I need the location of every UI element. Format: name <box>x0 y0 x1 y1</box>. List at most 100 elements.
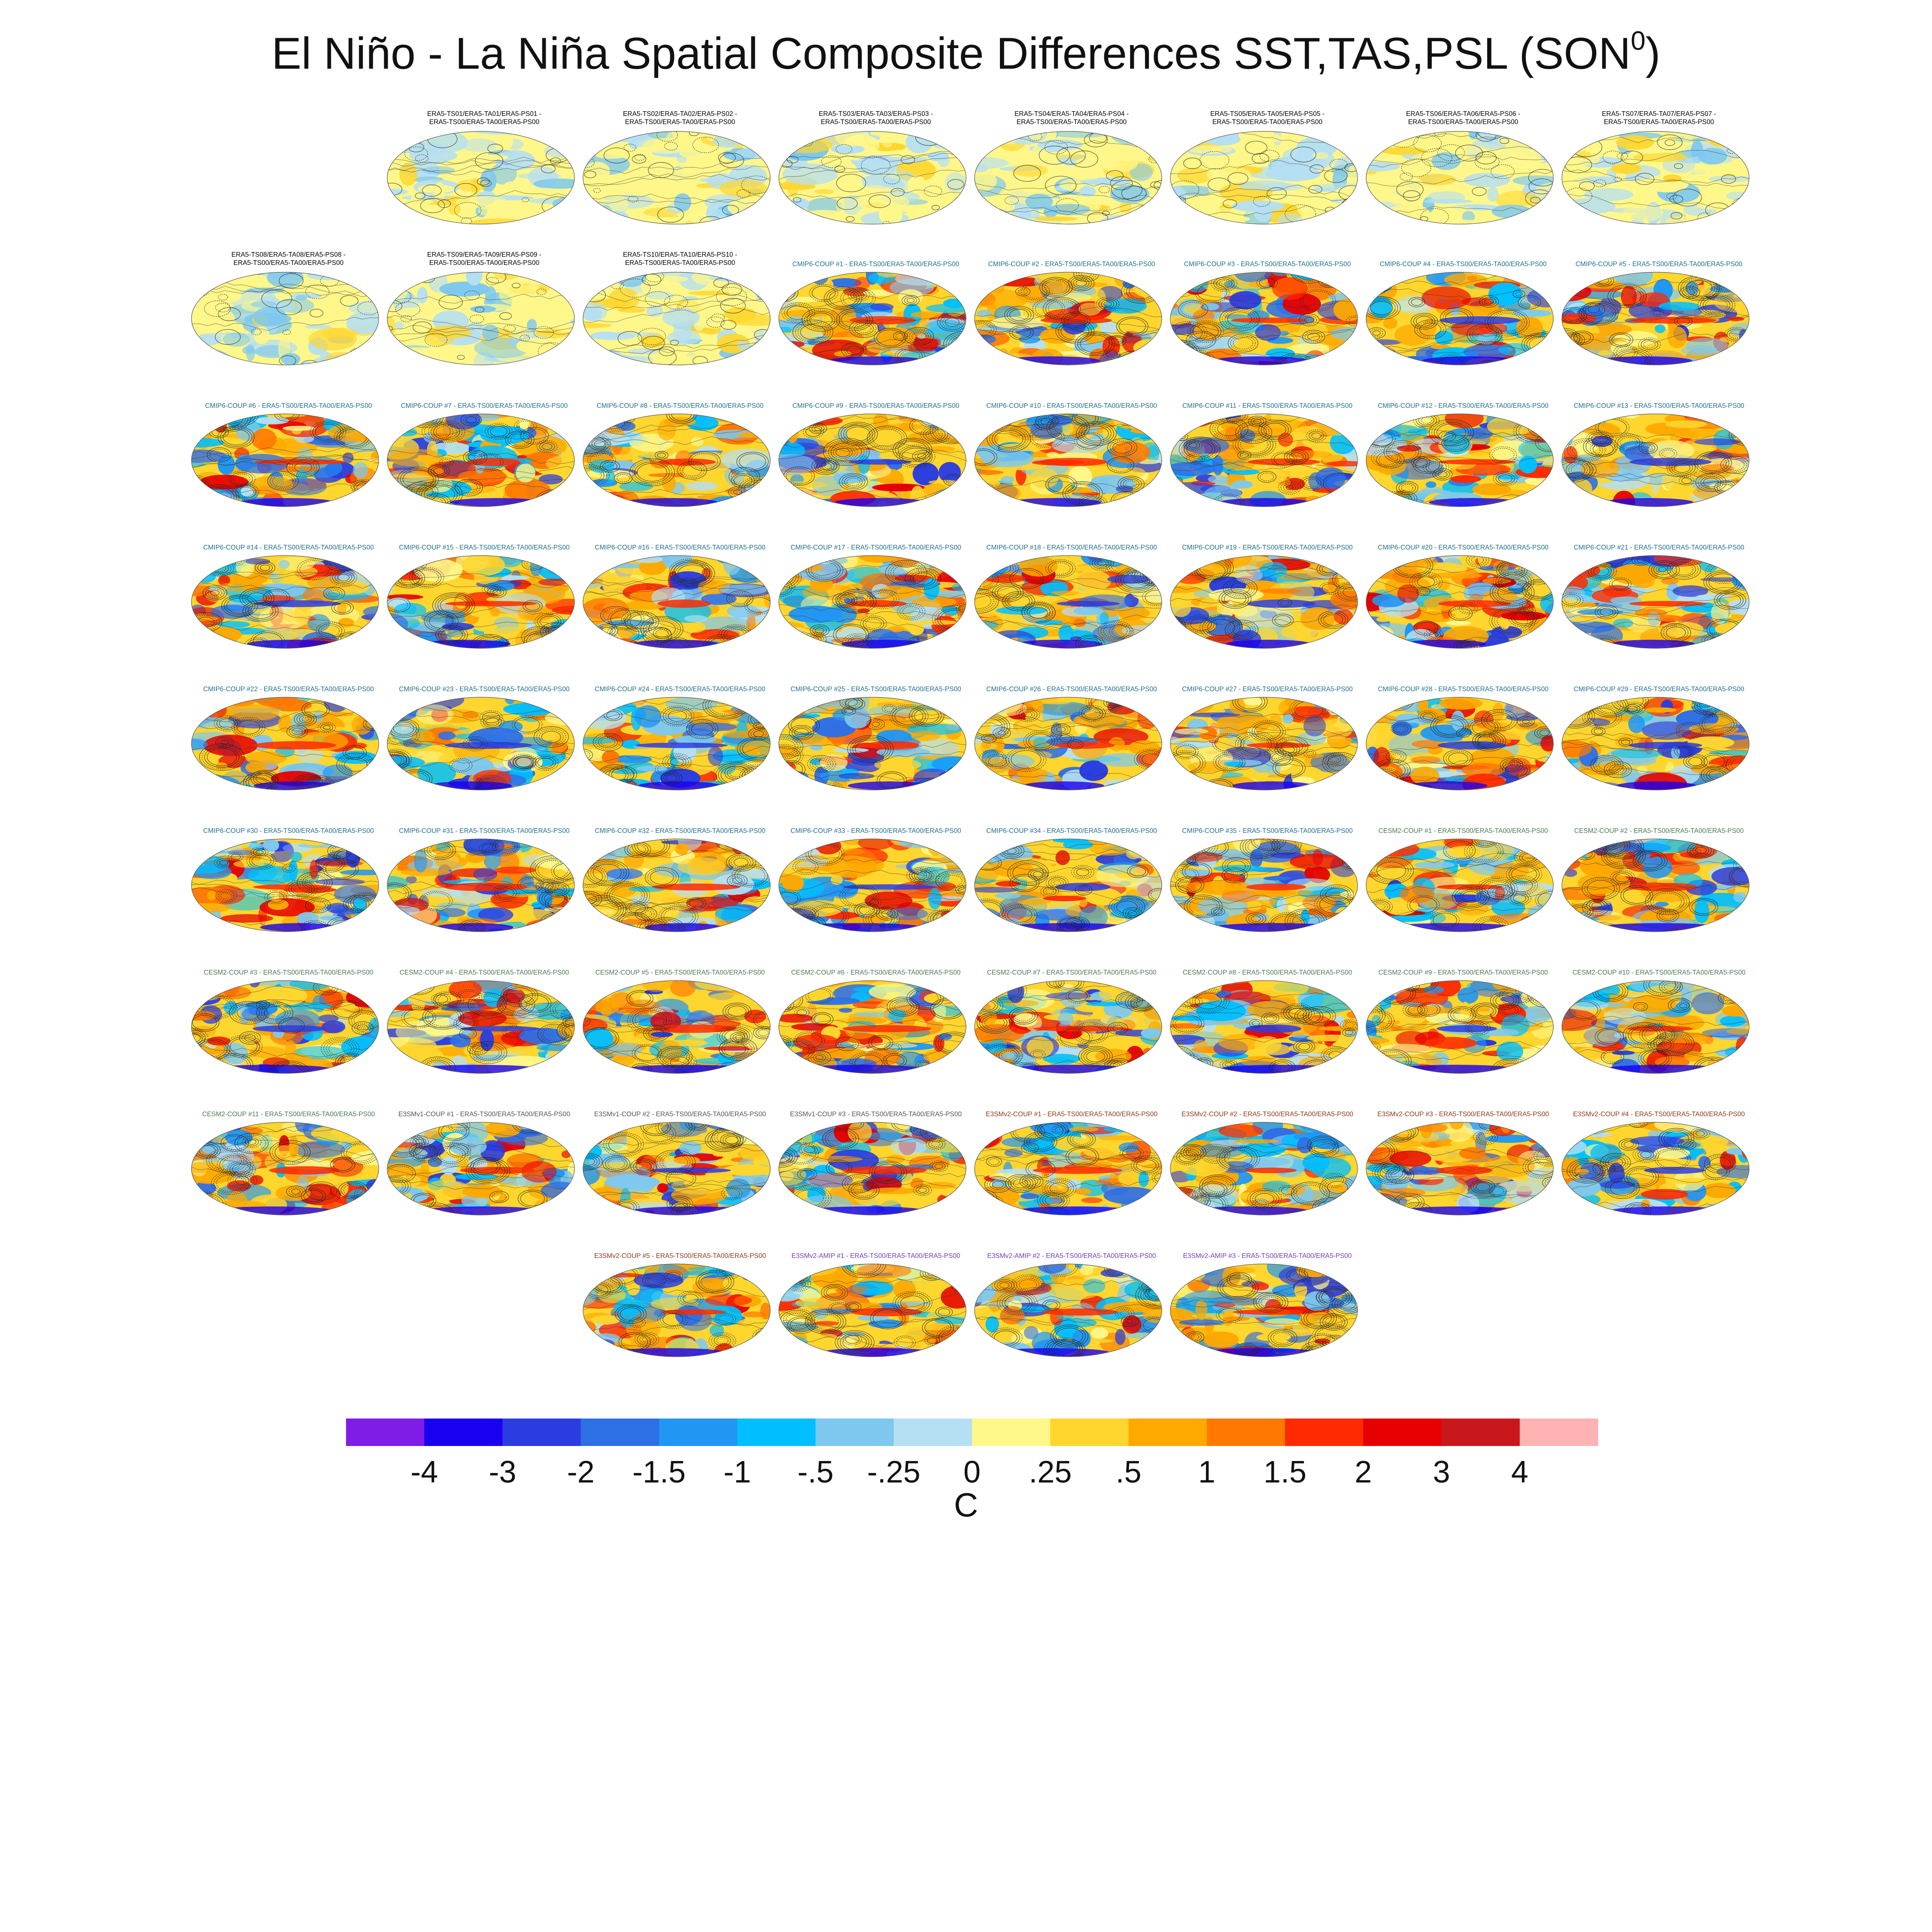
map-panel: CMIP6-COUP #13 - ERA5-TS00/ERA5-TA00/ERA… <box>1561 392 1757 534</box>
panel-title: ERA5-TS04/ERA5-TA04/ERA5-PS04 - ERA5-TS0… <box>1015 110 1129 126</box>
map-panel: E3SMv2-COUP #1 - ERA5-TS00/ERA5-TA00/ERA… <box>974 1101 1170 1242</box>
panel-title: ERA5-TS08/ERA5-TA08/ERA5-PS08 - ERA5-TS0… <box>231 251 346 267</box>
colorbar-tick-label: -2 <box>567 1455 595 1489</box>
global-map <box>1170 697 1358 790</box>
global-map <box>1366 838 1554 932</box>
global-map <box>1366 413 1554 507</box>
map-panel: CMIP6-COUP #23 - ERA5-TS00/ERA5-TA00/ERA… <box>386 676 582 817</box>
map-panel: CMIP6-COUP #27 - ERA5-TS00/ERA5-TA00/ERA… <box>1170 676 1365 817</box>
panel-title: CMIP6-COUP #9 - ERA5-TS00/ERA5-TA00/ERA5… <box>792 402 960 410</box>
global-map <box>778 697 966 790</box>
global-map <box>974 555 1162 649</box>
map-panel: CESM2-COUP #11 - ERA5-TS00/ERA5-TA00/ERA… <box>191 1101 386 1242</box>
colorbar-tick-label: 0 <box>963 1455 981 1489</box>
global-map <box>1366 980 1554 1074</box>
panel-title: CMIP6-COUP #21 - ERA5-TS00/ERA5-TA00/ERA… <box>1574 544 1744 551</box>
map-panel: E3SMv2-AMIP #1 - ERA5-TS00/ERA5-TA00/ERA… <box>778 1242 974 1384</box>
map-panel: CMIP6-COUP #17 - ERA5-TS00/ERA5-TA00/ERA… <box>778 534 974 676</box>
map-panel: CMIP6-COUP #20 - ERA5-TS00/ERA5-TA00/ERA… <box>1365 534 1561 676</box>
map-panel: E3SMv2-AMIP #2 - ERA5-TS00/ERA5-TA00/ERA… <box>974 1242 1170 1384</box>
global-map <box>778 413 966 507</box>
panel-title: CMIP6-COUP #11 - ERA5-TS00/ERA5-TA00/ERA… <box>1182 402 1353 410</box>
map-panel: CMIP6-COUP #35 - ERA5-TS00/ERA5-TA00/ERA… <box>1170 817 1365 959</box>
colorbar-tick-label: .5 <box>1115 1455 1142 1489</box>
panel-title: E3SMv2-AMIP #3 - ERA5-TS00/ERA5-TA00/ERA… <box>1183 1252 1352 1260</box>
map-panel: CMIP6-COUP #28 - ERA5-TS00/ERA5-TA00/ERA… <box>1365 676 1561 817</box>
map-panel: ERA5-TS10/ERA5-TA10/ERA5-PS10 - ERA5-TS0… <box>582 251 778 392</box>
colorbar-swatch <box>972 1419 1051 1446</box>
global-map <box>1170 272 1358 365</box>
global-map <box>387 272 575 365</box>
map-panel: CESM2-COUP #7 - ERA5-TS00/ERA5-TA00/ERA5… <box>974 959 1170 1101</box>
map-panel: CMIP6-COUP #19 - ERA5-TS00/ERA5-TA00/ERA… <box>1170 534 1365 676</box>
map-panel: CMIP6-COUP #7 - ERA5-TS00/ERA5-TA00/ERA5… <box>386 392 582 534</box>
map-panel: E3SMv2-AMIP #3 - ERA5-TS00/ERA5-TA00/ERA… <box>1170 1242 1365 1384</box>
global-map <box>974 413 1162 507</box>
global-map <box>583 272 771 365</box>
panel-title: CMIP6-COUP #4 - ERA5-TS00/ERA5-TA00/ERA5… <box>1379 261 1547 268</box>
global-map <box>191 980 379 1074</box>
panel-title: CMIP6-COUP #29 - ERA5-TS00/ERA5-TA00/ERA… <box>1574 686 1744 693</box>
map-panel: CMIP6-COUP #15 - ERA5-TS00/ERA5-TA00/ERA… <box>386 534 582 676</box>
panel-title: CMIP6-COUP #2 - ERA5-TS00/ERA5-TA00/ERA5… <box>988 261 1155 268</box>
global-map <box>583 697 771 790</box>
panel-title: CESM2-COUP #8 - ERA5-TS00/ERA5-TA00/ERA5… <box>1182 969 1352 976</box>
panel-title: ERA5-TS10/ERA5-TA10/ERA5-PS10 - ERA5-TS0… <box>623 251 737 267</box>
colorbar-swatch <box>346 1419 425 1446</box>
global-map <box>583 131 771 225</box>
map-panel: CMIP6-COUP #10 - ERA5-TS00/ERA5-TA00/ERA… <box>974 392 1170 534</box>
panel-title: CESM2-COUP #5 - ERA5-TS00/ERA5-TA00/ERA5… <box>595 969 765 976</box>
panel-title: CMIP6-COUP #14 - ERA5-TS00/ERA5-TA00/ERA… <box>203 544 374 551</box>
panel-title: CMIP6-COUP #18 - ERA5-TS00/ERA5-TA00/ERA… <box>986 544 1157 551</box>
colorbar-swatch <box>893 1419 972 1446</box>
colorbar-swatch <box>815 1419 894 1446</box>
map-panel: CMIP6-COUP #32 - ERA5-TS00/ERA5-TA00/ERA… <box>582 817 778 959</box>
panel-title: CMIP6-COUP #26 - ERA5-TS00/ERA5-TA00/ERA… <box>986 686 1157 693</box>
colorbar-swatch <box>1519 1419 1598 1446</box>
panel-title: E3SMv1-COUP #1 - ERA5-TS00/ERA5-TA00/ERA… <box>398 1111 570 1118</box>
global-map <box>1561 131 1750 225</box>
panel-title: CMIP6-COUP #32 - ERA5-TS00/ERA5-TA00/ERA… <box>595 827 766 835</box>
map-panel: CMIP6-COUP #3 - ERA5-TS00/ERA5-TA00/ERA5… <box>1170 251 1365 392</box>
map-panel: CMIP6-COUP #21 - ERA5-TS00/ERA5-TA00/ERA… <box>1561 534 1757 676</box>
map-panel: CMIP6-COUP #9 - ERA5-TS00/ERA5-TA00/ERA5… <box>778 392 974 534</box>
colorbar-swatch <box>1050 1419 1129 1446</box>
map-panel: CMIP6-COUP #31 - ERA5-TS00/ERA5-TA00/ERA… <box>386 817 582 959</box>
global-map <box>974 697 1162 790</box>
map-panel: E3SMv1-COUP #2 - ERA5-TS00/ERA5-TA00/ERA… <box>582 1101 778 1242</box>
panel-title: CMIP6-COUP #33 - ERA5-TS00/ERA5-TA00/ERA… <box>790 827 961 835</box>
global-map <box>1170 555 1358 649</box>
global-map <box>974 131 1162 225</box>
panel-title: E3SMv2-COUP #3 - ERA5-TS00/ERA5-TA00/ERA… <box>1377 1111 1549 1118</box>
colorbar-swatch <box>580 1419 659 1446</box>
global-map <box>387 980 575 1074</box>
map-panel: CESM2-COUP #2 - ERA5-TS00/ERA5-TA00/ERA5… <box>1561 817 1757 959</box>
colorbar-swatch <box>1363 1419 1442 1446</box>
map-panel: CESM2-COUP #3 - ERA5-TS00/ERA5-TA00/ERA5… <box>191 959 386 1101</box>
panel-title: CMIP6-COUP #24 - ERA5-TS00/ERA5-TA00/ERA… <box>595 686 766 693</box>
global-map <box>974 1264 1162 1357</box>
panel-title: CMIP6-COUP #23 - ERA5-TS00/ERA5-TA00/ERA… <box>399 686 570 693</box>
map-panel: CESM2-COUP #4 - ERA5-TS00/ERA5-TA00/ERA5… <box>386 959 582 1101</box>
map-panel: CMIP6-COUP #14 - ERA5-TS00/ERA5-TA00/ERA… <box>191 534 386 676</box>
global-map <box>1366 697 1554 790</box>
map-panel: E3SMv2-COUP #2 - ERA5-TS00/ERA5-TA00/ERA… <box>1170 1101 1365 1242</box>
global-map <box>974 1122 1162 1215</box>
global-map <box>1170 838 1358 932</box>
global-map <box>778 1264 966 1357</box>
colorbar-swatch <box>737 1419 816 1446</box>
map-panel: CMIP6-COUP #25 - ERA5-TS00/ERA5-TA00/ERA… <box>778 676 974 817</box>
panel-title: CMIP6-COUP #8 - ERA5-TS00/ERA5-TA00/ERA5… <box>596 402 764 410</box>
panel-title: CMIP6-COUP #35 - ERA5-TS00/ERA5-TA00/ERA… <box>1182 827 1353 835</box>
map-panel: ERA5-TS09/ERA5-TA09/ERA5-PS09 - ERA5-TS0… <box>386 251 582 392</box>
colorbar-tick-label: -1 <box>723 1455 751 1489</box>
panel-title: CESM2-COUP #1 - ERA5-TS00/ERA5-TA00/ERA5… <box>1378 827 1548 835</box>
colorbar-units: C <box>954 1486 978 1524</box>
colorbar-swatch <box>1128 1419 1207 1446</box>
global-map <box>778 1122 966 1215</box>
global-map <box>191 838 379 932</box>
map-panel: CESM2-COUP #10 - ERA5-TS00/ERA5-TA00/ERA… <box>1561 959 1757 1101</box>
global-map <box>1561 272 1750 365</box>
colorbar-tick-label: 2 <box>1355 1455 1372 1489</box>
global-map <box>778 555 966 649</box>
